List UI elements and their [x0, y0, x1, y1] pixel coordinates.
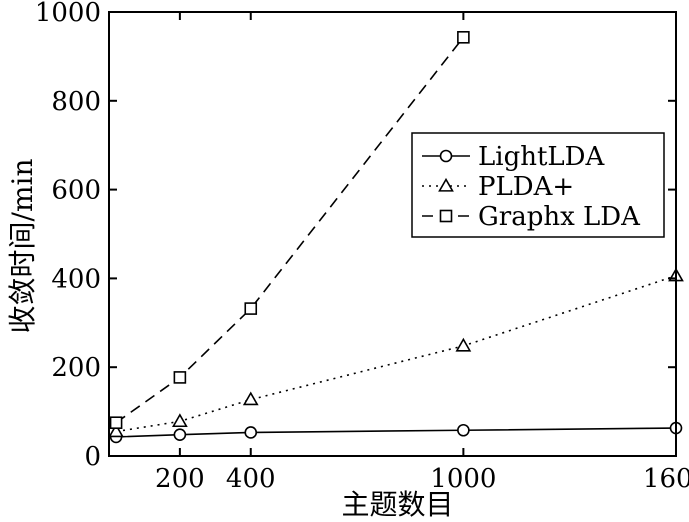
y-tick-label: 0 — [84, 442, 101, 472]
series-plda- — [108, 267, 684, 438]
legend-item: LightLDA — [422, 142, 606, 172]
data-point — [242, 391, 259, 406]
legend-label: PLDA+ — [478, 172, 574, 202]
data-point — [108, 423, 124, 438]
data-point — [173, 428, 187, 441]
y-axis-label: 收敛时间/min — [6, 159, 39, 334]
legend-marker — [438, 177, 454, 192]
legend-marker — [439, 149, 453, 163]
series-line — [115, 274, 677, 433]
data-point — [173, 371, 187, 384]
series-line — [116, 427, 677, 438]
data-point — [455, 337, 472, 352]
y-tick-label: 400 — [51, 264, 101, 294]
legend-marker — [439, 209, 453, 223]
x-tick-label: 400 — [226, 464, 276, 494]
legend-label: Graphx LDA — [478, 202, 641, 232]
series-lightlda — [109, 421, 683, 444]
series-line — [115, 36, 465, 424]
data-point — [457, 423, 470, 437]
y-tick-label: 800 — [51, 87, 101, 117]
legend-label: LightLDA — [478, 142, 606, 172]
plot-frame — [108, 11, 677, 457]
x-axis-label: 主题数目 — [341, 488, 453, 521]
y-tick-label: 200 — [51, 353, 101, 383]
x-tick-label: 1600 — [643, 464, 689, 494]
y-tick-label: 1000 — [35, 0, 101, 28]
x-tick-label: 200 — [155, 464, 205, 494]
data-point — [171, 413, 188, 428]
y-tick-label: 600 — [51, 176, 101, 206]
legend-box — [411, 132, 665, 238]
data-point — [109, 416, 123, 430]
data-point — [457, 31, 470, 44]
data-point — [244, 426, 258, 439]
x-tick-label: 1000 — [430, 464, 496, 494]
data-point — [244, 302, 258, 315]
legend-item: Graphx LDA — [422, 202, 641, 232]
legend-item: PLDA+ — [422, 172, 574, 202]
series-graphx-lda — [109, 31, 470, 430]
